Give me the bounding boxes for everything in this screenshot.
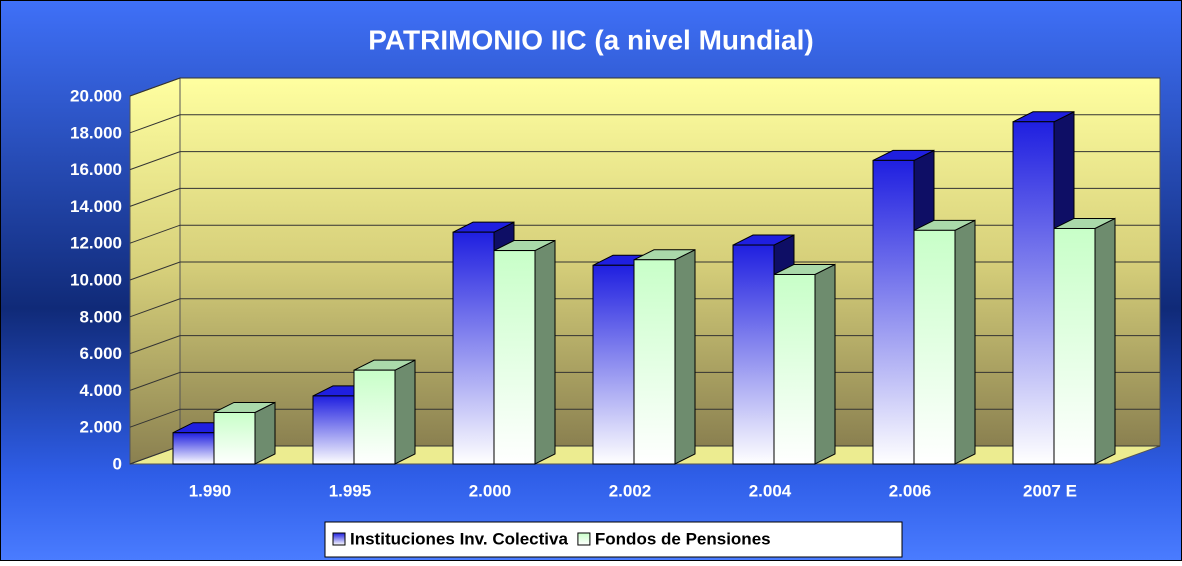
grid-line xyxy=(129,224,1160,244)
bar-side xyxy=(254,401,276,465)
y-tick-label: 20.000 xyxy=(70,86,122,105)
grid-line xyxy=(129,77,1160,97)
bar-side xyxy=(1094,217,1116,465)
y-tick-label: 4.000 xyxy=(79,381,122,400)
bar xyxy=(353,369,396,465)
legend-swatch xyxy=(577,532,591,546)
x-tick-label: 2.006 xyxy=(889,481,932,500)
bar xyxy=(633,259,676,465)
x-tick-label: 2.002 xyxy=(609,481,652,500)
bar xyxy=(1012,121,1055,465)
legend xyxy=(324,521,903,558)
bar xyxy=(493,250,536,465)
y-tick-label: 0 xyxy=(113,454,122,473)
x-tick-label: 1.995 xyxy=(329,481,372,500)
y-tick-label: 2.000 xyxy=(79,418,122,437)
legend-swatch xyxy=(332,532,346,546)
legend-label: Instituciones Inv. Colectiva xyxy=(350,529,568,548)
grid-line xyxy=(129,151,1160,171)
bar xyxy=(213,411,256,465)
y-tick-label: 10.000 xyxy=(70,270,122,289)
x-tick-label: 2.000 xyxy=(469,481,512,500)
bar xyxy=(312,395,355,465)
chart-title: PATRIMONIO IIC (a nivel Mundial) xyxy=(368,24,813,55)
y-tick-label: 14.000 xyxy=(70,197,122,216)
bar xyxy=(592,264,635,465)
y-tick-label: 8.000 xyxy=(79,307,122,326)
y-tick-label: 16.000 xyxy=(70,160,122,179)
bar-side xyxy=(954,219,976,465)
bar xyxy=(732,244,775,465)
bar xyxy=(872,159,915,465)
legend-label: Fondos de Pensiones xyxy=(595,529,771,548)
x-tick-label: 2.004 xyxy=(749,481,792,500)
grid-line xyxy=(129,261,1160,281)
bar-side xyxy=(674,248,696,465)
x-tick-label: 1.990 xyxy=(189,481,232,500)
bar xyxy=(452,231,495,465)
grid-line xyxy=(129,187,1160,207)
bar xyxy=(773,273,816,465)
bar xyxy=(172,432,215,465)
x-tick-label: 2007 E xyxy=(1023,481,1077,500)
bar xyxy=(913,229,956,465)
bar-side xyxy=(394,359,416,465)
y-tick-label: 18.000 xyxy=(70,123,122,142)
bar-side xyxy=(534,239,556,465)
bar-side xyxy=(814,263,836,465)
grid-line xyxy=(129,114,1160,134)
y-tick-label: 12.000 xyxy=(70,234,122,253)
bar xyxy=(1053,227,1096,465)
y-tick-label: 6.000 xyxy=(79,344,122,363)
